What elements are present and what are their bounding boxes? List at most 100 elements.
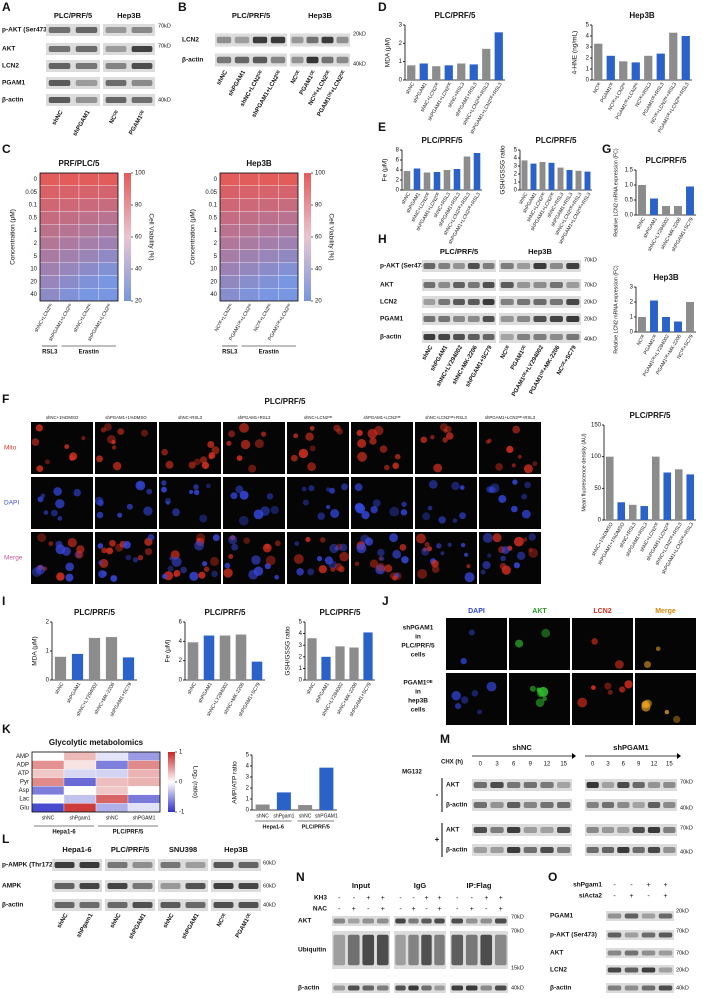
band	[523, 782, 537, 788]
image-column-label: DAPI	[468, 608, 485, 615]
cell	[447, 542, 452, 547]
band	[465, 918, 478, 924]
band	[566, 263, 580, 269]
cell	[615, 660, 624, 669]
marker-label: 15kD	[511, 965, 524, 971]
bar	[443, 170, 451, 190]
row-label: 1	[214, 228, 218, 234]
band	[607, 967, 622, 973]
band	[238, 883, 259, 889]
band	[586, 782, 599, 788]
cell	[235, 485, 244, 494]
band	[632, 802, 645, 808]
heatmap-cell	[278, 236, 299, 250]
band	[663, 782, 676, 788]
y-tick-label: 3	[630, 285, 634, 291]
cell	[208, 455, 213, 460]
band	[465, 934, 478, 966]
marker-label: 70kD	[680, 779, 693, 785]
band	[601, 782, 615, 788]
heatmap-cell	[31, 760, 65, 770]
cell	[424, 541, 430, 548]
heatmap-cell	[59, 172, 80, 186]
heatmap-cell	[127, 786, 161, 796]
band	[641, 932, 656, 938]
marker-label: 40kD	[263, 902, 276, 908]
row-label: 20	[210, 279, 217, 285]
bar	[403, 171, 411, 190]
protein-label: PGAM1	[380, 316, 404, 323]
heatmap-cell	[239, 211, 260, 225]
blot-background	[606, 911, 674, 921]
y-tick-label: 1	[630, 315, 634, 321]
sign: +	[499, 895, 503, 902]
cell	[117, 512, 123, 518]
bar	[662, 317, 670, 332]
cell	[513, 562, 521, 569]
cell	[180, 566, 188, 574]
cell	[65, 573, 74, 582]
sign: -	[613, 882, 616, 889]
y-tick-label: 1	[586, 67, 590, 73]
sign: -	[630, 882, 633, 889]
heatmap-cell	[59, 275, 80, 289]
band	[270, 56, 286, 64]
y-tick-label: 0	[179, 678, 183, 684]
cell	[452, 518, 458, 523]
treatment-label: KH3	[314, 895, 327, 902]
protein-label: PGAM1	[2, 80, 26, 87]
cell	[109, 539, 116, 547]
chart-title: PLC/PRF/5	[205, 608, 246, 617]
band	[362, 985, 375, 991]
cell	[451, 481, 460, 491]
micrograph	[95, 477, 157, 529]
time-label: 9	[529, 762, 533, 768]
group-label: Erastin	[79, 350, 100, 356]
heatmap-border	[31, 751, 161, 813]
group-label: SNU398	[169, 845, 197, 854]
band	[473, 847, 487, 853]
cell	[498, 495, 507, 503]
row-label: 0.5	[209, 215, 218, 221]
cell	[515, 639, 524, 648]
cell	[334, 546, 339, 551]
cell	[123, 541, 131, 549]
protein-label: AKT	[298, 918, 311, 925]
cell	[422, 547, 428, 552]
band	[421, 985, 432, 991]
band	[473, 782, 487, 788]
bar	[628, 504, 637, 520]
cell	[144, 548, 153, 556]
band	[624, 950, 639, 956]
band	[160, 862, 181, 868]
heatmap-cell	[39, 185, 60, 199]
cell	[35, 564, 46, 575]
cell	[224, 562, 231, 569]
cell	[125, 554, 132, 561]
band	[438, 282, 451, 288]
cell	[301, 486, 307, 492]
bar	[105, 637, 118, 680]
row-label: 0	[214, 177, 218, 183]
y-tick-label: 5	[514, 148, 518, 154]
group-label: PLC/PRF/5	[232, 11, 270, 20]
time-label: 3	[606, 762, 610, 768]
band	[362, 918, 375, 924]
colorbar-tick-label: 1	[179, 750, 183, 756]
cell	[379, 445, 388, 453]
y-axis-label: Relative LCN2 mRNA expression (FC)	[613, 148, 619, 236]
colorbar-tick-label: 100	[315, 171, 326, 177]
marker-label: 60kD	[263, 860, 276, 866]
cell	[442, 437, 448, 443]
y-tick-label: 1	[246, 797, 250, 803]
cell	[577, 697, 588, 708]
cell	[48, 541, 54, 546]
band	[376, 918, 389, 924]
column-label: shPgam1	[69, 815, 90, 821]
marker-label: 40kD	[680, 849, 693, 855]
marker-label: 70kD	[511, 914, 524, 920]
band	[663, 802, 676, 808]
row-label: Pyr	[20, 780, 29, 786]
marker-label: 70kD	[676, 928, 689, 934]
